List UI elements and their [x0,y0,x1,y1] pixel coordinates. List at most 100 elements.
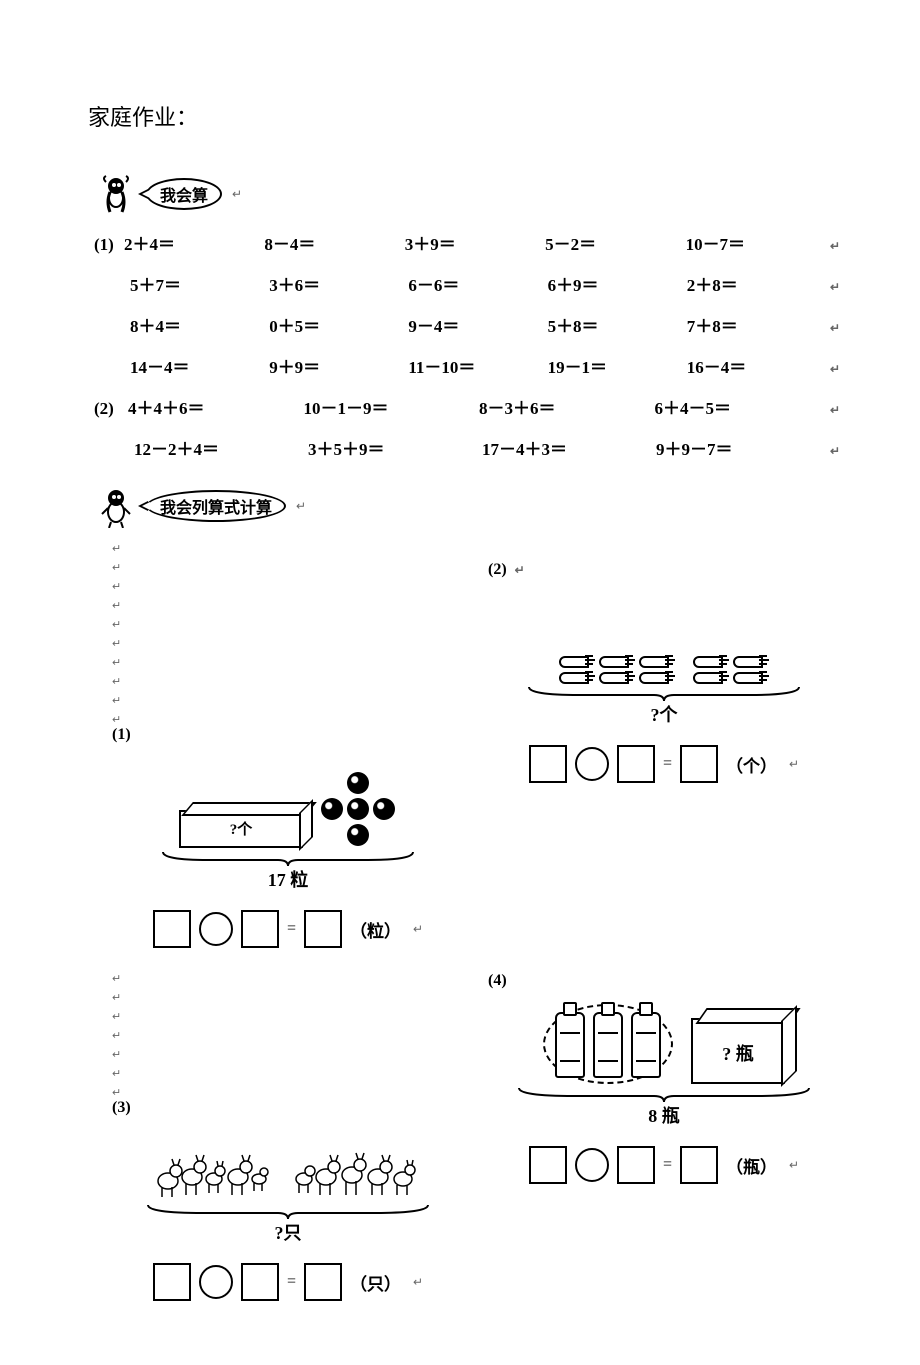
cube-question: ? 瓶 [693,1040,783,1066]
unit-label: （瓶） [726,1153,777,1178]
operator-circle[interactable] [575,1148,609,1182]
return-mark: ↵ [112,991,460,1004]
problem-number: (3) [112,1099,464,1117]
bottle-icon [593,1012,623,1078]
calc-cell: 3＋5＋9＝ [304,435,478,460]
problem-number: (1) [112,726,464,744]
word-problems: ↵ ↵ ↵ ↵ ↵ ↵ ↵ ↵ ↵ (1) ?个 [88,561,840,1301]
section-2-bubble: 我会列算式计算 [146,490,286,522]
calc-cell: 8－3＋6＝ [475,394,650,419]
section-1-header: 我会算 ↵ [96,172,840,216]
answer-box[interactable] [680,1146,718,1184]
answer-box[interactable] [529,745,567,783]
return-mark: ↵ [296,499,306,514]
carrot-icon [639,669,675,683]
worksheet-page: 家庭作业： 我会算 ↵ (1) 2＋4＝ 8－4＝ 3＋9＝ 5－2＝ 10－ [0,0,920,1365]
equals-sign: = [287,920,296,938]
return-mark: ↵ [830,362,840,377]
return-mark: ↵ [112,618,460,631]
calc-cell: 7＋8＝ [687,312,826,337]
mascot-icon [96,172,140,216]
carrot-icon [639,653,675,667]
equation-row: = （瓶） ↵ [488,1146,840,1184]
problem-1: ↵ ↵ ↵ ↵ ↵ ↵ ↵ ↵ ↵ (1) ?个 [112,561,464,948]
calc-cell: 17－4＋3＝ [478,435,652,460]
answer-box[interactable] [153,1263,191,1301]
brace-label: 8 瓶 [488,1102,840,1128]
return-mark: ↵ [112,694,460,707]
return-mark: ↵ [112,972,460,985]
deer-icon [154,1143,274,1201]
equation-row: = （粒） ↵ [112,910,464,948]
brace-label: 17 粒 [112,866,464,892]
return-mark: ↵ [413,1275,423,1290]
calc-cell: 3＋9＝ [405,230,545,255]
return-mark: ↵ [112,1010,460,1023]
calc-row: (2) 4＋4＋6＝ 10－1－9＝ 8－3＋6＝ 6＋4－5＝ ↵ [94,394,840,419]
answer-box[interactable] [304,1263,342,1301]
operator-circle[interactable] [575,747,609,781]
calc-row: 12－2＋4＝ 3＋5＋9＝ 17－4＋3＝ 9＋9－7＝ ↵ [94,435,840,460]
calc-cell: 2＋4＝ [124,230,264,255]
calc-group-2-label: (2) [94,399,124,419]
answer-box[interactable] [680,745,718,783]
return-mark: ↵ [830,403,840,418]
answer-box[interactable] [304,910,342,948]
calc-cell: 5＋7＝ [130,271,269,296]
brace-label: ?只 [112,1219,464,1245]
equation-row: = （个） ↵ [488,745,840,783]
calc-cell: 9－4＝ [408,312,547,337]
answer-box[interactable] [241,910,279,948]
answer-box[interactable] [617,1146,655,1184]
return-mark: ↵ [830,239,840,254]
answer-box[interactable] [241,1263,279,1301]
problem-figure: ? 瓶 [488,994,840,1084]
calc-cell: 14－4＝ [130,353,269,378]
calc-cell: 19－1＝ [548,353,687,378]
return-mark: ↵ [830,280,840,295]
carrot-icon [693,669,729,683]
problem-row: ↵ ↵ ↵ ↵ ↵ ↵ ↵ (3) [112,972,840,1301]
answer-box[interactable] [153,910,191,948]
calc-cell: 12－2＋4＝ [130,435,304,460]
problem-figure: ?个 [112,748,464,848]
calc-cell: 6＋4－5＝ [650,394,825,419]
deer-group-1 [154,1143,274,1201]
deer-icon [292,1143,422,1201]
return-mark: ↵ [112,713,460,726]
problem-figure [112,1121,464,1201]
mascot-icon [96,484,140,528]
problem-figure [488,583,840,683]
box-question: ?个 [181,818,301,839]
unit-label: （粒） [350,917,401,942]
balls-icon [321,772,397,848]
return-mark: ↵ [830,444,840,459]
return-mark: ↵ [112,1029,460,1042]
calc-cell: 2＋8＝ [687,271,826,296]
calc-cell: 9＋9＝ [269,353,408,378]
calc-row: (1) 2＋4＝ 8－4＝ 3＋9＝ 5－2＝ 10－7＝ ↵ [94,230,840,255]
operator-circle[interactable] [199,1265,233,1299]
unit-label: （个） [726,752,777,777]
calc-cell: 10－7＝ [686,230,826,255]
operator-circle[interactable] [199,912,233,946]
return-mark: ↵ [413,922,423,937]
paragraph-marks: ↵ ↵ ↵ ↵ ↵ ↵ ↵ [112,972,460,1099]
calc-cell: 3＋6＝ [269,271,408,296]
return-mark: ↵ [88,542,840,555]
return-mark: ↵ [112,656,460,669]
calc-group-1-label: (1) [94,235,124,255]
equals-sign: = [663,1156,672,1174]
calc-row: 14－4＝ 9＋9＝ 11－10＝ 19－1＝ 16－4＝ ↵ [94,353,840,378]
bottle-icon [631,1012,661,1078]
section-1-bubble: 我会算 [146,178,222,210]
calc-row: 5＋7＝ 3＋6＝ 6－6＝ 6＋9＝ 2＋8＝ ↵ [94,271,840,296]
equals-sign: = [663,755,672,773]
return-mark: ↵ [789,1158,799,1173]
carrot-icon [559,653,595,667]
answer-box[interactable] [529,1146,567,1184]
problem-4: (4) ? 瓶 8 瓶 [488,972,840,1301]
answer-box[interactable] [617,745,655,783]
carrot-icon [733,669,769,683]
carrots-group-2 [693,653,769,683]
